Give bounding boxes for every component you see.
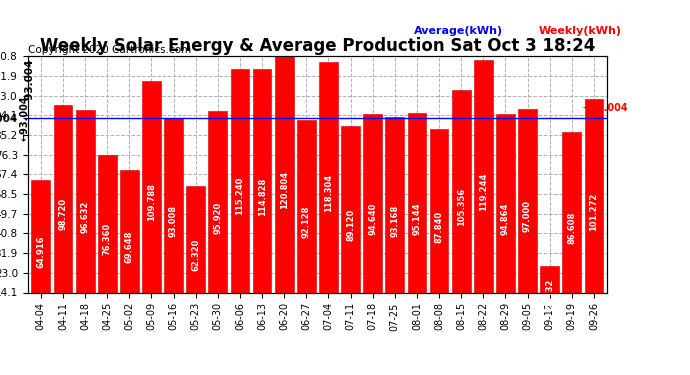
Bar <box>386 117 404 324</box>
Text: 64.916: 64.916 <box>37 236 46 268</box>
Bar <box>452 90 471 324</box>
Bar <box>32 180 50 324</box>
Title: Weekly Solar Energy & Average Production Sat Oct 3 18:24: Weekly Solar Energy & Average Production… <box>40 37 595 55</box>
Text: 93.168: 93.168 <box>391 204 400 237</box>
Text: 114.828: 114.828 <box>257 177 266 216</box>
Text: 92.128: 92.128 <box>302 206 310 238</box>
Bar <box>142 81 161 324</box>
Bar <box>364 114 382 324</box>
Text: 95.144: 95.144 <box>413 202 422 235</box>
Text: 101.272: 101.272 <box>589 192 598 231</box>
Bar <box>584 99 603 324</box>
Text: 93.004: 93.004 <box>25 59 34 107</box>
Bar <box>98 154 117 324</box>
Text: Average(kWh): Average(kWh) <box>414 26 503 36</box>
Text: 105.356: 105.356 <box>457 188 466 226</box>
Bar <box>496 114 515 324</box>
Bar <box>474 60 493 324</box>
Text: 93.008: 93.008 <box>169 205 178 237</box>
Text: 119.244: 119.244 <box>479 172 488 211</box>
Text: Weekly(kWh): Weekly(kWh) <box>538 26 621 36</box>
Text: Copyright 2020 Cartronics.com: Copyright 2020 Cartronics.com <box>28 45 191 55</box>
Text: 115.240: 115.240 <box>235 177 244 215</box>
Text: 86.608: 86.608 <box>567 212 576 244</box>
Bar <box>562 132 581 324</box>
Bar <box>186 186 205 324</box>
Text: 62.320: 62.320 <box>191 238 200 271</box>
Text: 89.120: 89.120 <box>346 209 355 241</box>
Bar <box>319 62 338 324</box>
Text: 96.632: 96.632 <box>81 201 90 233</box>
Bar <box>76 110 95 324</box>
Text: 97.000: 97.000 <box>523 200 532 232</box>
Text: ←93.004: ←93.004 <box>20 95 30 141</box>
Text: 25.932: 25.932 <box>545 279 554 311</box>
Text: 87.840: 87.840 <box>435 210 444 243</box>
Bar <box>230 69 249 324</box>
Bar <box>164 118 183 324</box>
Text: →93.004: →93.004 <box>582 104 628 113</box>
Bar <box>518 109 537 324</box>
Bar <box>408 113 426 324</box>
Text: 109.788: 109.788 <box>147 183 156 221</box>
Text: 120.804: 120.804 <box>279 171 288 209</box>
Bar <box>253 69 271 324</box>
Text: 69.648: 69.648 <box>125 230 134 263</box>
Bar <box>297 120 316 324</box>
Bar <box>54 105 72 324</box>
Text: 94.864: 94.864 <box>501 202 510 235</box>
Text: 76.360: 76.360 <box>103 223 112 255</box>
Bar <box>208 111 227 324</box>
Bar <box>120 170 139 324</box>
Text: 95.920: 95.920 <box>213 201 222 234</box>
Bar <box>430 129 448 324</box>
Text: 94.640: 94.640 <box>368 203 377 235</box>
Text: 98.720: 98.720 <box>59 198 68 231</box>
Bar <box>341 126 360 324</box>
Bar <box>275 56 294 324</box>
Bar <box>540 266 559 324</box>
Text: 118.304: 118.304 <box>324 174 333 212</box>
